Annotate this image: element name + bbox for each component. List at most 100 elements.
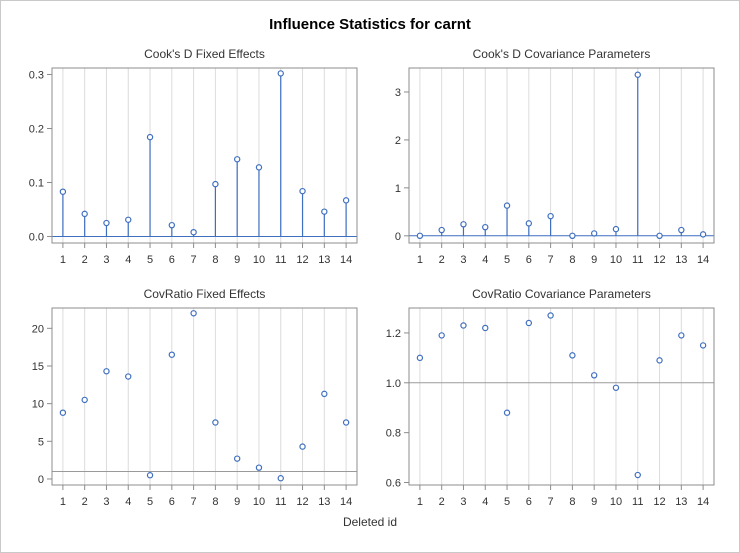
covratio-fixed-x-tick-label: 2 (82, 496, 88, 508)
covratio-fixed-data-point (255, 464, 263, 471)
cooks-d-cov-axes-frame (408, 67, 715, 244)
cooks-d-cov-data-point (416, 232, 424, 240)
cooks-d-fixed-data-point (103, 219, 110, 227)
cooks-d-fixed-x-tick-label: 7 (191, 254, 197, 266)
covratio-cov-x-tick-label: 11 (632, 496, 643, 508)
cooks-d-cov-x-tick-label: 6 (526, 254, 532, 266)
covratio-cov-data-point (699, 342, 707, 349)
covratio-cov-x-tick-label: 12 (653, 496, 665, 508)
cooks-d-cov-x-tick-label: 8 (569, 254, 575, 266)
cooks-d-fixed-x-tick-label: 13 (318, 254, 330, 266)
covratio-fixed-data-point (233, 455, 241, 462)
covratio-fixed-plot-area (52, 308, 357, 485)
cooks-d-cov-data-point (634, 71, 641, 78)
covratio-cov-x-tick-label: 1 (417, 496, 423, 508)
covratio-fixed-x-tick-label: 14 (340, 496, 352, 508)
cooks-d-cov-data-point (612, 225, 620, 233)
covratio-fixed-axes-frame (51, 307, 358, 486)
cooks-d-cov-data-point (699, 231, 707, 238)
cooks-d-cov-data-point (503, 202, 511, 209)
cooks-d-cov-data-point (482, 223, 489, 231)
covratio-fixed-y-tick-label: 10 (32, 399, 44, 411)
cooks-d-cov-x-tick-label: 13 (675, 254, 687, 266)
covratio-cov-x-tick-label: 4 (482, 496, 488, 508)
covratio-fixed-y-tick-label: 15 (32, 361, 44, 373)
cooks-d-cov-data-point (678, 226, 685, 234)
covratio-fixed-data-point (59, 409, 67, 416)
covratio-fixed-x-tick-label: 5 (147, 496, 153, 508)
cooks-d-fixed-data-point (212, 180, 219, 188)
covratio-fixed-data-point (103, 368, 110, 375)
covratio-fixed-x-tick-label: 1 (60, 496, 66, 508)
covratio-cov-data-point (590, 372, 598, 379)
covratio-cov-data-point (525, 319, 533, 327)
covratio-cov-x-tick-label: 7 (548, 496, 554, 508)
covratio-cov-data-point (612, 384, 620, 391)
covratio-fixed-panel-title: CovRatio Fixed Effects (144, 287, 266, 301)
covratio-fixed-x-tick-label: 4 (125, 496, 131, 508)
cooks-d-cov-x-tick-label: 14 (697, 254, 709, 266)
cooks-d-fixed-panel-title: Cook's D Fixed Effects (144, 47, 265, 61)
cooks-d-cov-data-point (656, 232, 663, 240)
cooks-d-fixed-data-point (125, 216, 132, 223)
cooks-d-fixed-y-tick-label: 0.1 (29, 178, 44, 190)
covratio-fixed-x-tick-label: 3 (103, 496, 109, 508)
covratio-fixed-x-tick-label: 6 (169, 496, 175, 508)
cooks-d-fixed-axes-frame (51, 67, 358, 244)
covratio-cov-x-tick-label: 13 (675, 496, 687, 508)
cooks-d-cov-panel-title: Cook's D Covariance Parameters (473, 47, 651, 61)
cooks-d-fixed-x-tick-label: 9 (234, 254, 240, 266)
covratio-cov-x-tick-label: 8 (569, 496, 575, 508)
cooks-d-fixed-x-tick-label: 10 (253, 254, 265, 266)
covratio-cov-y-tick-label: 0.6 (386, 478, 401, 490)
cooks-d-cov-plot-area (409, 68, 714, 243)
cooks-d-cov-x-tick-label: 2 (439, 254, 445, 266)
cooks-d-fixed-data-point (342, 197, 350, 204)
cooks-d-cov-x-tick-label: 9 (591, 254, 597, 266)
covratio-fixed-data-point (146, 472, 154, 479)
cooks-d-cov-data-point (590, 230, 598, 237)
covratio-fixed-data-point (342, 419, 350, 426)
cooks-d-cov-y-tick-label: 2 (395, 135, 401, 147)
cooks-d-fixed-x-tick-label: 3 (103, 254, 109, 266)
covratio-cov-data-point (547, 312, 554, 319)
covratio-cov-x-tick-label: 2 (439, 496, 445, 508)
cooks-d-fixed-y-tick-label: 0.2 (29, 123, 44, 135)
cooks-d-fixed-data-point (299, 187, 306, 195)
cooks-d-fixed-data-point (81, 210, 88, 218)
covratio-fixed-data-point (190, 310, 197, 317)
covratio-fixed-data-point (168, 351, 176, 358)
cooks-d-cov-x-tick-label: 7 (548, 254, 554, 266)
covratio-cov-y-tick-label: 0.8 (386, 428, 401, 440)
cooks-d-fixed-x-tick-label: 12 (296, 254, 308, 266)
cooks-d-cov-x-tick-label: 4 (482, 254, 488, 266)
cooks-d-fixed-x-tick-label: 1 (60, 254, 66, 266)
covratio-fixed-data-point (277, 475, 284, 482)
cooks-d-fixed-data-point (146, 133, 154, 141)
cooks-d-cov-x-tick-label: 10 (610, 254, 622, 266)
covratio-cov-x-tick-label: 6 (526, 496, 532, 508)
cooks-d-fixed-x-tick-label: 2 (82, 254, 88, 266)
covratio-cov-x-tick-label: 14 (697, 496, 709, 508)
cooks-d-cov-x-tick-label: 5 (504, 254, 510, 266)
cooks-d-fixed-data-point (168, 221, 176, 229)
cooks-d-cov-data-point (438, 226, 445, 234)
cooks-d-cov-y-tick-label: 3 (395, 87, 401, 99)
cooks-d-fixed-data-point (190, 228, 197, 236)
cooks-d-cov-y-tick-label: 1 (395, 183, 401, 195)
covratio-cov-data-point (678, 332, 685, 339)
covratio-cov-data-point (634, 471, 641, 479)
figure-title: Influence Statistics for carnt (269, 16, 471, 33)
covratio-cov-data-point (656, 357, 663, 364)
covratio-fixed-data-point (321, 390, 328, 398)
covratio-fixed-x-tick-label: 7 (191, 496, 197, 508)
covratio-cov-panel-title: CovRatio Covariance Parameters (472, 287, 651, 301)
cooks-d-fixed-x-tick-label: 11 (275, 254, 286, 266)
covratio-fixed-data-point (212, 419, 219, 426)
cooks-d-cov-x-tick-label: 12 (653, 254, 665, 266)
covratio-cov-x-tick-label: 5 (504, 496, 510, 508)
cooks-d-cov-data-point (569, 232, 576, 240)
covratio-fixed-x-tick-label: 10 (253, 496, 265, 508)
covratio-cov-data-point (416, 354, 424, 362)
